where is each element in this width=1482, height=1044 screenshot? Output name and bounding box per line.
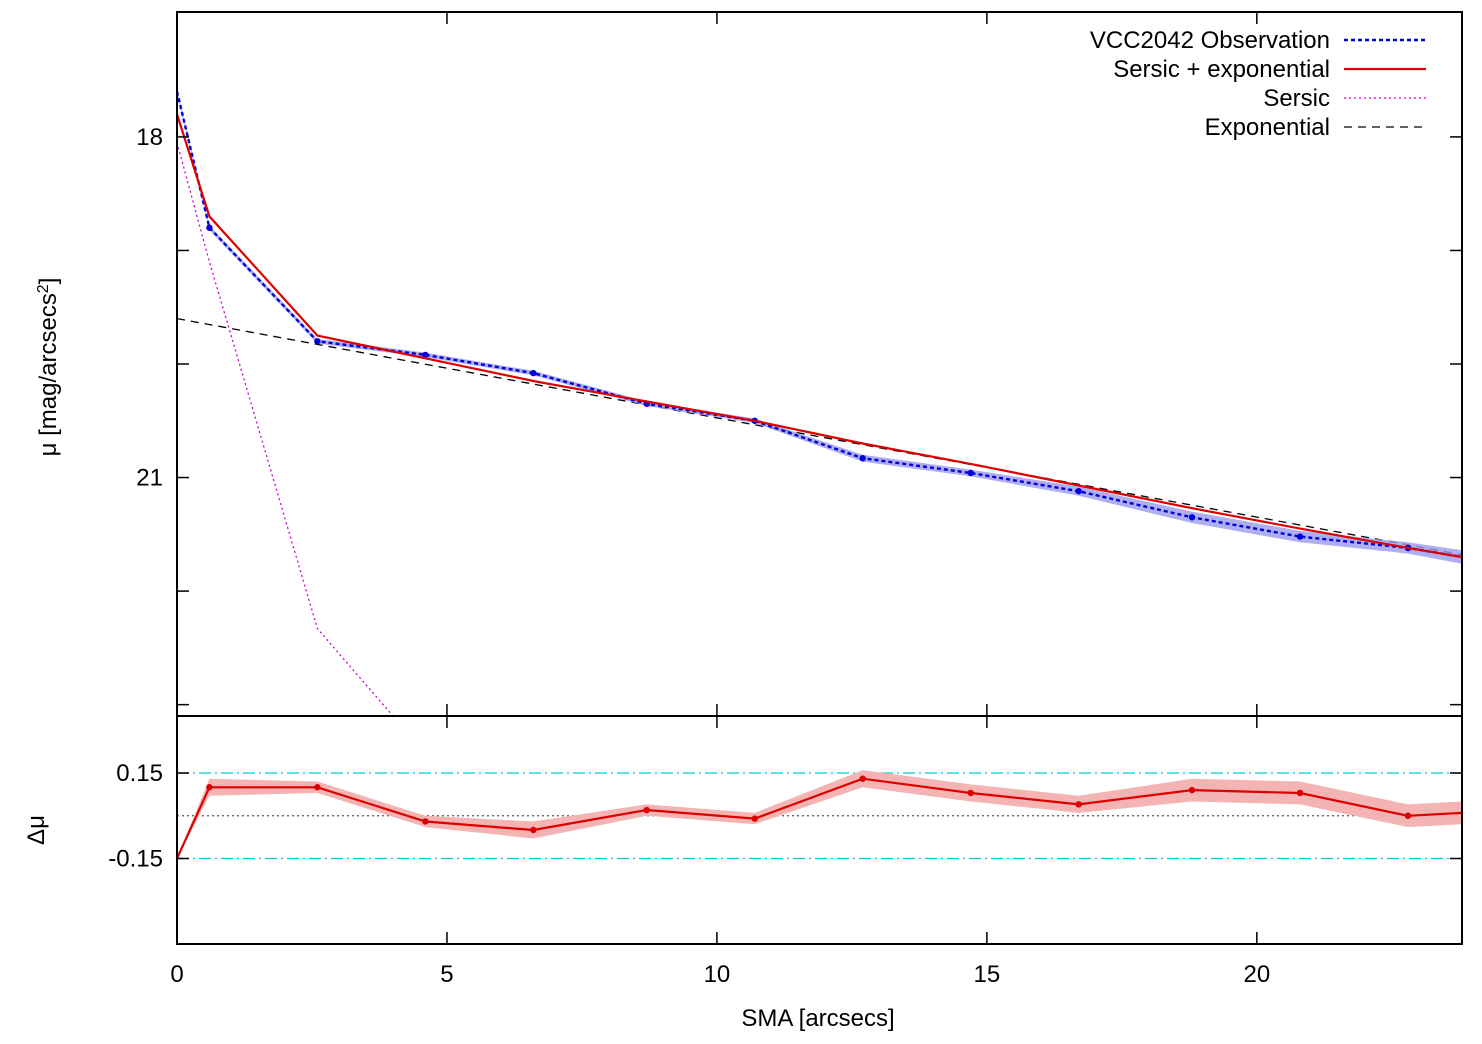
residual-frame: [176, 715, 1463, 945]
residual-y-tick-label: -0.15: [108, 846, 163, 873]
x-tick-label: 0: [170, 961, 183, 988]
residual-point: [206, 784, 213, 791]
residual-plot-area: [177, 770, 1462, 860]
series-point-vcc2042-observation: [530, 369, 537, 377]
series-point-vcc2042-observation: [1075, 487, 1082, 495]
series-point-vcc2042-observation: [1296, 533, 1304, 540]
residual-line: [177, 777, 1462, 859]
residual-point: [1296, 789, 1304, 797]
series-line-exponential: [177, 317, 1462, 556]
series-line-vcc2042-observation: [177, 91, 1462, 559]
series-line-sersic-exponential: [177, 113, 1462, 559]
y-axis-label-sup: 2: [35, 284, 52, 293]
series-point-vcc2042-observation: [967, 469, 974, 477]
y-axis-label: μ [mag/arcsecs2]: [35, 278, 63, 457]
y-axis-label-main: μ [mag/arcsecs: [35, 293, 62, 456]
series-band-vcc2042-observation: [177, 89, 1462, 564]
residual-point: [643, 806, 650, 814]
x-tick-label: 10: [704, 961, 731, 988]
residual-band: [177, 770, 1462, 859]
legend-label-exponential: Exponential: [1205, 114, 1330, 141]
y-axis-label-end: ]: [35, 278, 62, 285]
series-point-vcc2042-observation: [859, 455, 866, 462]
y-tick-label: 18: [136, 124, 163, 151]
series-point-vcc2042-observation: [314, 338, 321, 345]
residual-point: [1075, 801, 1082, 808]
x-tick-label: 5: [440, 961, 453, 988]
x-tick-label: 15: [974, 961, 1001, 988]
residual-point: [530, 826, 537, 834]
residual-point: [859, 775, 866, 782]
series-point-vcc2042-observation: [1188, 514, 1196, 521]
legend-label-sersic: Sersic: [1263, 85, 1330, 112]
residual-panel: 0 5 10 15 20 0.15 -0.15: [108, 12, 1463, 988]
residual-point: [1188, 786, 1196, 794]
residual-point: [314, 784, 321, 791]
y-tick-label: 21: [136, 465, 163, 492]
main-plot-area: [177, 89, 1462, 716]
residual-point: [422, 818, 429, 825]
residual-point: [751, 815, 758, 822]
series-point-vcc2042-observation: [422, 351, 429, 359]
residual-point: [967, 789, 974, 797]
x-tick-label: 20: [1243, 961, 1270, 988]
residual-point: [1404, 812, 1412, 819]
x-axis-label: SMA [arcsecs]: [741, 1005, 894, 1032]
series-point-vcc2042-observation: [206, 224, 213, 231]
residual-y-axis-label: Δμ: [23, 815, 50, 845]
legend-label-vcc2042-observation: VCC2042 Observation: [1090, 27, 1330, 54]
series-line-sersic: [177, 142, 394, 716]
legend-label-sersic-exponential: Sersic + exponential: [1113, 56, 1330, 83]
residual-y-tick-label: 0.15: [116, 760, 163, 787]
